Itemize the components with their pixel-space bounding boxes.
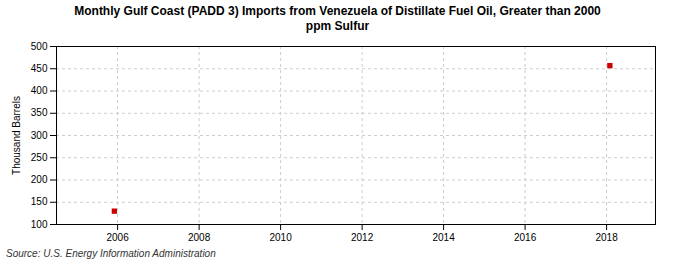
- svg-text:2016: 2016: [514, 232, 537, 243]
- svg-text:150: 150: [31, 196, 48, 207]
- svg-text:250: 250: [31, 152, 48, 163]
- svg-text:2008: 2008: [188, 232, 211, 243]
- html-text:Source: U.S. Energy Informatio: Source: U.S. Energy Information Administ…: [6, 248, 216, 259]
- svg-text:2018: 2018: [595, 232, 618, 243]
- svg-text:2010: 2010: [269, 232, 292, 243]
- svg-text:450: 450: [31, 63, 48, 74]
- svg-text:500: 500: [31, 41, 48, 52]
- svg-text:350: 350: [31, 107, 48, 118]
- svg-text:2014: 2014: [432, 232, 455, 243]
- svg-text:100: 100: [31, 219, 48, 230]
- svg-text:2006: 2006: [106, 232, 129, 243]
- svg-text:2012: 2012: [351, 232, 374, 243]
- html-text:Monthly Gulf Coast (PADD 3) Im: Monthly Gulf Coast (PADD 3) Imports from…: [74, 4, 601, 33]
- svg-text:300: 300: [31, 130, 48, 141]
- svg-text:200: 200: [31, 174, 48, 185]
- svg-text:400: 400: [31, 85, 48, 96]
- svg-text:Thousand Barrels: Thousand Barrels: [11, 96, 22, 175]
